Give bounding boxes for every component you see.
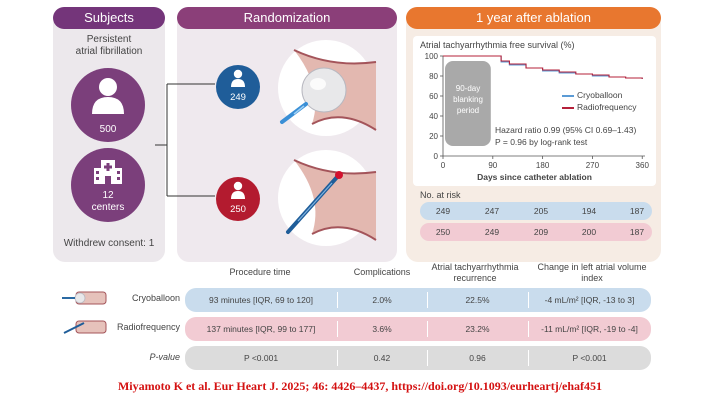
rf-group-count: 250 [230,204,246,215]
withdrew-consent: Withdrew consent: 1 [63,238,155,249]
row-label-pvalue: P-value [149,352,180,362]
y-tick-label-100: 100 [425,52,439,61]
cryo-complications: 2.0% [372,295,392,305]
survival-chart: 0 20 40 60 80 100 0 90 180 270 360 [425,52,650,170]
cryo-row-sep-1 [337,292,338,308]
x-tick-label-180: 180 [536,161,550,170]
at-risk-rf-row [420,223,652,241]
randomization-header: Randomization [177,7,397,29]
subjects-header: Subjects [53,7,165,29]
rf-results-row [185,317,651,341]
p-row-sep-3 [528,350,529,366]
condition-line-1: Persistent [86,34,132,45]
header-procedure-time: Procedure time [229,267,291,277]
blanking-period-2: blanking [453,95,483,104]
at-risk-cryo-row [420,202,652,220]
person-icon [92,78,124,114]
hazard-ratio: Hazard ratio 0.99 (95% CI 0.69–1.43) [495,125,637,135]
radiofrequency-illustration [278,150,377,246]
at-risk-label: No. at risk [420,190,461,200]
cryo-results-row [185,288,651,312]
rf-complications: 3.6% [372,324,392,334]
log-rank-pvalue: P = 0.96 by log-rank test [495,137,588,147]
condition-line-2: atrial fibrillation [75,46,143,57]
centers-count: 12 [102,190,114,201]
y-tick-label-60: 60 [429,92,438,101]
hospital-icon [94,160,122,184]
randomization-bracket [155,83,215,197]
at-risk-cryo-2: 205 [533,206,549,216]
at-risk-cryo-3: 194 [581,206,597,216]
cryo-row-icon [62,291,107,305]
blanking-period-3: period [456,106,480,115]
at-risk-rf-3: 200 [581,227,597,237]
rf-row-sep-3 [528,321,529,337]
at-risk-cryo-1: 247 [484,206,500,216]
centers-label: centers [91,202,125,213]
at-risk-cryo-0: 249 [435,206,451,216]
cryo-row-sep-2 [427,292,428,308]
citation-doi-link[interactable]: https://doi.org/10.1093/eurheartj/ehaf45… [391,379,603,393]
blanking-period-box [445,61,491,146]
header-recurrence: Atrial tachyarrhythmia recurrence [431,262,519,283]
header-complications: Complications [353,267,411,277]
rf-row-sep-2 [427,321,428,337]
citation-text: Miyamoto K et al. Eur Heart J. 2025; 46:… [117,379,392,393]
legend-rf-label: Radiofrequency [577,102,637,112]
cryo-recurrence: 22.5% [465,295,490,305]
legend-cryo-label: Cryoballoon [577,90,623,100]
chart-title: Atrial tachyarrhythmia free survival (%) [420,40,575,50]
p-complications: 0.42 [373,353,391,363]
pvalue-results-row [185,346,651,370]
blanking-period-1: 90-day [455,84,481,93]
at-risk-rf-4: 187 [629,227,645,237]
p-procedure-time: P <0.001 [243,353,279,363]
y-tick-label-80: 80 [429,72,438,81]
rf-procedure-time: 137 minutes [IQR, 99 to 177] [206,324,316,334]
row-label-rf: Radiofrequency [116,322,180,332]
p-row-sep-2 [427,350,428,366]
rf-row-sep-1 [337,321,338,337]
x-tick-label-90: 90 [488,161,497,170]
cryo-row-sep-3 [528,292,529,308]
y-tick-label-20: 20 [429,132,438,141]
p-lavi-change: P <0.001 [572,353,607,363]
cryo-group-count: 249 [230,92,246,103]
x-tick-label-360: 360 [636,161,650,170]
outcome-header: 1 year after ablation [406,7,661,29]
y-tick-label-0: 0 [434,152,439,161]
p-recurrence: 0.96 [469,353,486,363]
header-lavi: Change in left atrial volume index [537,262,647,283]
y-tick-label-40: 40 [429,112,438,121]
rf-recurrence: 23.2% [465,324,490,334]
patients-count: 500 [99,124,117,135]
at-risk-rf-1: 249 [484,227,500,237]
row-label-cryo: Cryoballoon [131,293,180,303]
at-risk-cryo-4: 187 [629,206,645,216]
cryo-person-icon [231,69,245,87]
cryoballoon-illustration [278,40,377,136]
series-line-radiofrequency [443,55,643,79]
citation: Miyamoto K et al. Eur Heart J. 2025; 46:… [0,379,720,394]
at-risk-rf-0: 250 [435,227,451,237]
x-axis-label: Days since catheter ablation [477,172,592,182]
x-tick-label-270: 270 [586,161,600,170]
cryo-lavi-change: -4 mL/m² [IQR, -13 to 3] [544,295,635,305]
legend-cryo-swatch [562,95,574,97]
rf-person-icon [231,181,245,199]
at-risk-rf-2: 209 [533,227,549,237]
rf-row-icon [63,320,107,334]
cryo-procedure-time: 93 minutes [IQR, 69 to 120] [209,295,313,305]
p-row-sep-1 [337,350,338,366]
legend-rf-swatch [562,107,574,109]
x-tick-label-0: 0 [441,161,446,170]
rf-lavi-change: -11 mL/m² [IQR, -19 to -4] [541,324,638,334]
